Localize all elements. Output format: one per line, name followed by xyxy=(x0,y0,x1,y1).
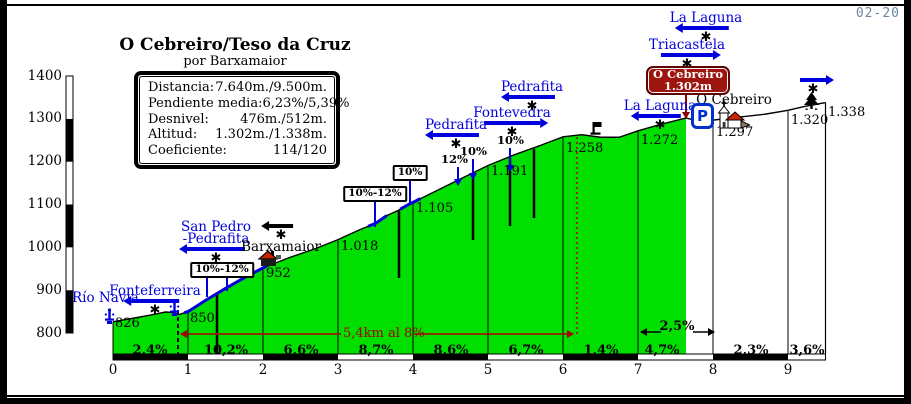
arrowhead-icon xyxy=(469,173,477,180)
y-axis-bar xyxy=(65,75,74,334)
x-axis-bar-segment xyxy=(563,354,638,360)
page-subtitle: por Barxamaior xyxy=(183,54,287,69)
frame-bottom xyxy=(0,398,911,404)
stat-label: Distancia: xyxy=(148,80,215,95)
arrowhead-icon xyxy=(682,112,690,119)
stat-label: Pendiente media: xyxy=(148,95,263,111)
stat-value: 476m./512m. xyxy=(240,111,327,127)
y-axis-band xyxy=(66,76,73,119)
steep-section-line xyxy=(399,197,422,211)
y-axis-band xyxy=(66,247,73,291)
climb-stats-box: Distancia: 7.640m./9.500m. Pendiente med… xyxy=(134,71,349,169)
frame-right xyxy=(904,0,911,404)
y-axis-band xyxy=(66,161,73,205)
frame-top-line xyxy=(0,4,911,6)
x-axis-bar-segment xyxy=(263,354,338,360)
x-axis-bar-segment xyxy=(413,354,488,360)
stat-value: 1.302m./1.338m. xyxy=(215,127,327,143)
stat-value: 7.640m./9.500m. xyxy=(215,80,327,95)
edition-tag: 02-20 xyxy=(855,6,900,21)
x-axis-bar-segment xyxy=(113,354,188,360)
x-axis-bar-segment xyxy=(713,354,788,360)
arrowhead-icon xyxy=(454,179,462,186)
y-axis-band xyxy=(66,118,73,162)
stat-row: Coeficiente: 114/120 xyxy=(148,143,327,159)
arrowhead-icon xyxy=(506,165,514,172)
steep-section-line xyxy=(183,265,268,315)
stat-label: Altitud: xyxy=(148,127,198,143)
page-title: O Cebreiro/Teso da Cruz xyxy=(119,35,351,55)
stat-row: Altitud: 1.302m./1.338m. xyxy=(148,127,327,143)
y-axis-band xyxy=(66,204,73,248)
stat-label: Coeficiente: xyxy=(148,143,227,159)
frame-bottom-inner-line xyxy=(7,395,904,397)
frame-left xyxy=(0,0,7,404)
stat-value: 114/120 xyxy=(272,143,327,159)
stat-row: Pendiente media: 6,23%/5,39% xyxy=(148,95,349,112)
arrowhead-icon xyxy=(180,330,187,338)
climb-stats-inner: Distancia: 7.640m./9.500m. Pendiente med… xyxy=(139,76,349,164)
stat-row: Desnivel: 476m./512m. xyxy=(148,112,327,128)
y-axis-band xyxy=(66,290,73,333)
arrowhead-icon xyxy=(567,330,574,338)
stat-value: 6,23%/5,39% xyxy=(262,95,350,111)
stat-row: Distancia: 7.640m./9.500m. xyxy=(148,80,327,96)
arrowhead-icon xyxy=(640,328,647,336)
stat-label: Desnivel: xyxy=(148,111,209,127)
arrowhead-icon xyxy=(708,328,715,336)
